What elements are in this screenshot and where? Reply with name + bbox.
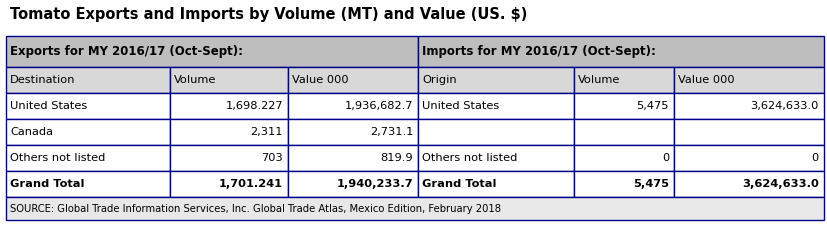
Bar — [573, 93, 673, 119]
Bar — [418, 36, 823, 67]
Text: Volume: Volume — [577, 75, 619, 85]
Text: 1,936,682.7: 1,936,682.7 — [344, 101, 413, 111]
Bar — [673, 145, 823, 171]
Text: 1,701.241: 1,701.241 — [219, 179, 283, 190]
Bar — [288, 119, 418, 145]
Bar — [573, 119, 673, 145]
Text: Value 000: Value 000 — [292, 75, 348, 85]
Text: Canada: Canada — [10, 127, 53, 137]
Bar — [418, 119, 573, 145]
Bar — [6, 93, 170, 119]
Bar — [573, 171, 673, 197]
Bar — [418, 145, 573, 171]
Text: Volume: Volume — [174, 75, 216, 85]
Bar — [573, 145, 673, 171]
Bar — [6, 119, 170, 145]
Bar — [418, 67, 573, 93]
Text: 5,475: 5,475 — [636, 101, 668, 111]
Bar — [170, 119, 288, 145]
Text: 0: 0 — [661, 153, 668, 163]
Bar — [673, 119, 823, 145]
Text: Origin: Origin — [422, 75, 457, 85]
Text: Tomato Exports and Imports by Volume (MT) and Value (US. $): Tomato Exports and Imports by Volume (MT… — [10, 7, 527, 22]
Bar — [288, 67, 418, 93]
Bar — [6, 171, 170, 197]
Bar — [673, 93, 823, 119]
Bar — [288, 171, 418, 197]
Text: Others not listed: Others not listed — [422, 153, 517, 163]
Text: 1,940,233.7: 1,940,233.7 — [336, 179, 413, 190]
Bar — [6, 145, 170, 171]
Text: 2,311: 2,311 — [251, 127, 283, 137]
Text: 1,698.227: 1,698.227 — [225, 101, 283, 111]
Text: 5,475: 5,475 — [633, 179, 668, 190]
Bar — [6, 36, 418, 67]
Text: 3,624,633.0: 3,624,633.0 — [749, 101, 818, 111]
Text: Others not listed: Others not listed — [10, 153, 105, 163]
Bar — [418, 171, 573, 197]
Bar — [170, 171, 288, 197]
Text: 3,624,633.0: 3,624,633.0 — [741, 179, 818, 190]
Text: Destination: Destination — [10, 75, 75, 85]
Text: 819.9: 819.9 — [380, 153, 413, 163]
Text: SOURCE: Global Trade Information Services, Inc. Global Trade Atlas, Mexico Editi: SOURCE: Global Trade Information Service… — [10, 204, 500, 214]
Text: Exports for MY 2016/17 (Oct-Sept):: Exports for MY 2016/17 (Oct-Sept): — [10, 45, 242, 58]
Bar — [6, 197, 823, 220]
Text: United States: United States — [10, 101, 87, 111]
Text: Grand Total: Grand Total — [422, 179, 496, 190]
Bar — [418, 93, 573, 119]
Bar — [170, 67, 288, 93]
Text: 2,731.1: 2,731.1 — [370, 127, 413, 137]
Bar — [288, 145, 418, 171]
Bar — [573, 67, 673, 93]
Text: 0: 0 — [810, 153, 818, 163]
Bar — [6, 67, 170, 93]
Text: Value 000: Value 000 — [677, 75, 734, 85]
Bar — [170, 145, 288, 171]
Text: United States: United States — [422, 101, 499, 111]
Bar — [673, 67, 823, 93]
Bar — [288, 93, 418, 119]
Text: Imports for MY 2016/17 (Oct-Sept):: Imports for MY 2016/17 (Oct-Sept): — [422, 45, 655, 58]
Bar — [673, 171, 823, 197]
Text: Grand Total: Grand Total — [10, 179, 84, 190]
Text: 703: 703 — [261, 153, 283, 163]
Bar — [170, 93, 288, 119]
